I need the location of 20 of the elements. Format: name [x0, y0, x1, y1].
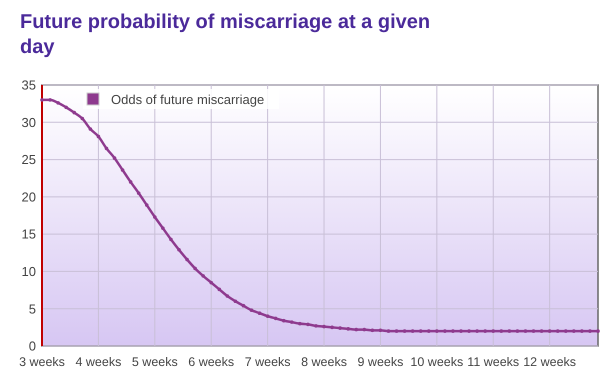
x-tick-label: 12 weeks: [523, 355, 576, 369]
x-tick-label: 6 weeks: [188, 355, 234, 369]
x-tick-label: 11 weeks: [467, 355, 520, 369]
x-tick-label: 10 weeks: [410, 355, 464, 369]
y-tick-label: 10: [22, 264, 36, 279]
y-tick-label: 25: [22, 152, 36, 168]
y-tick-label: 5: [28, 301, 36, 316]
x-tick-label: 9 weeks: [358, 355, 404, 369]
x-tick-label: 8 weeks: [301, 355, 347, 369]
chart-title: Future probability of miscarriage at a given day: [20, 11, 430, 58]
x-tick-label: 3 weeks: [19, 355, 65, 369]
x-tick-label: 5 weeks: [132, 355, 178, 369]
y-tick-label: 20: [22, 189, 36, 204]
y-tick-label: 30: [22, 114, 36, 130]
y-tick-label: 0: [28, 338, 36, 354]
x-tick-label: 7 weeks: [244, 355, 291, 369]
x-tick-label: 4 weeks: [75, 355, 122, 369]
y-tick-label: 35: [22, 78, 36, 93]
y-tick-label: 15: [22, 226, 36, 242]
legend-label: Odds of future miscarriage: [111, 92, 264, 107]
